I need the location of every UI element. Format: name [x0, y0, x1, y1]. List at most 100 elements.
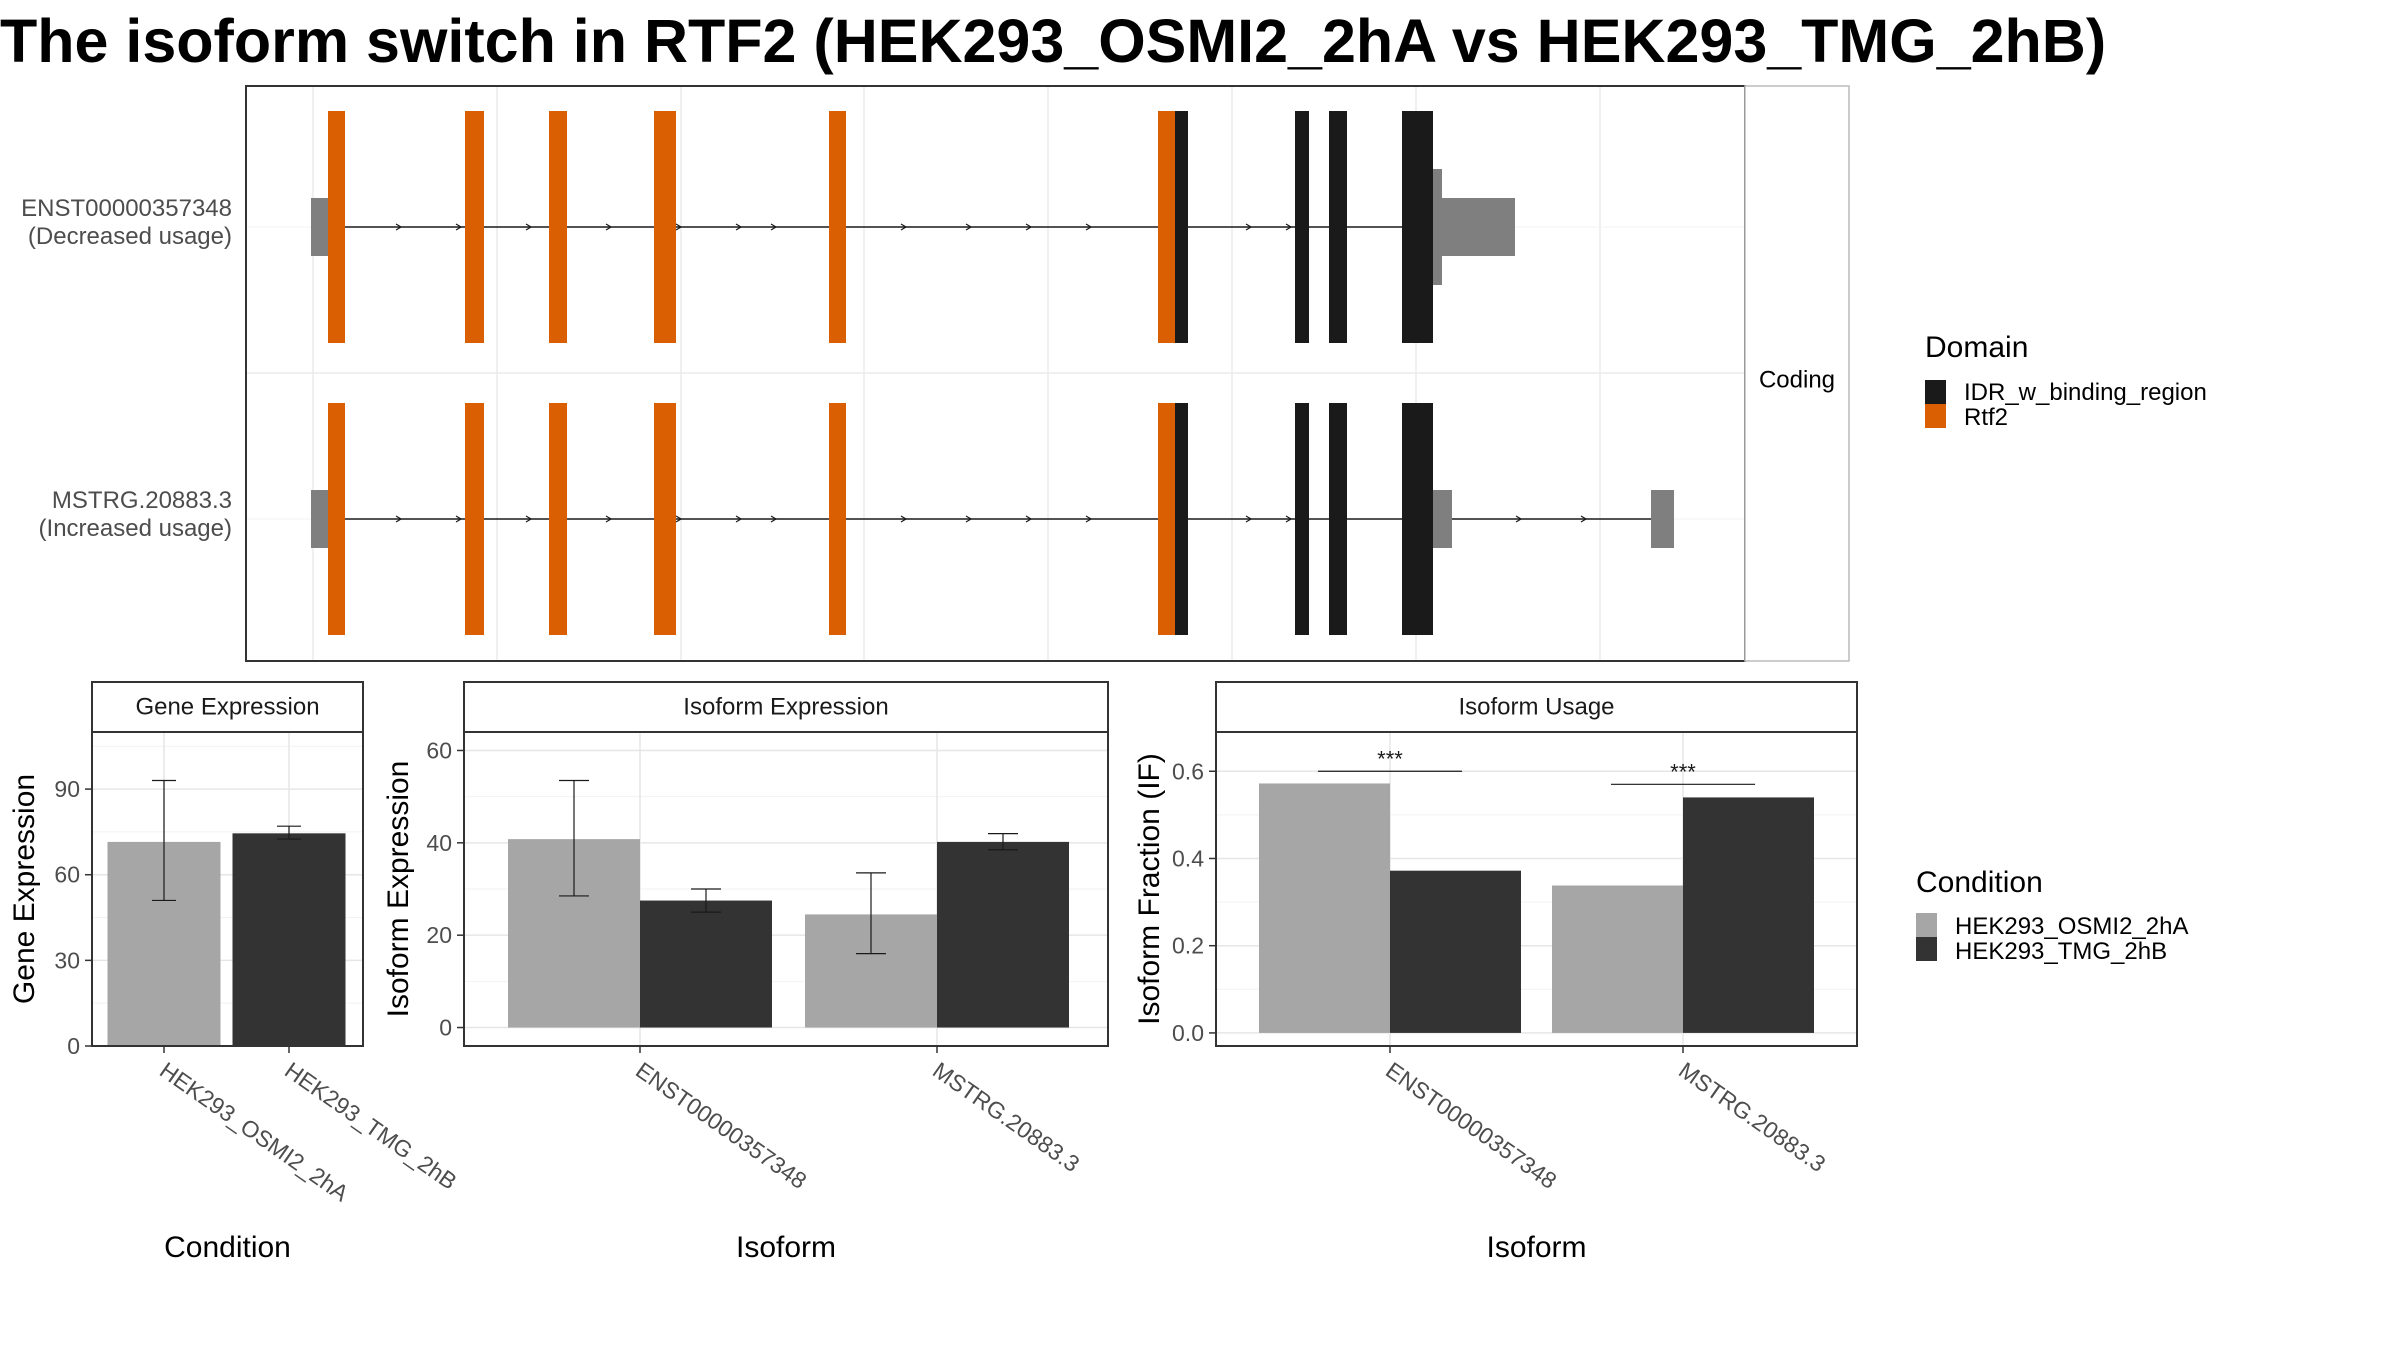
- y-tick-label: 20: [426, 922, 452, 948]
- exon-idr-domain: [1402, 403, 1433, 635]
- domain-legend: Domain IDR_w_binding_region Rtf2: [1925, 331, 2207, 431]
- exon-rtf2-domain: [829, 111, 846, 343]
- direction-arrow: [1515, 515, 1523, 523]
- direction-arrow: [455, 223, 463, 231]
- isoform-label-2-id: MSTRG.20883.3: [52, 487, 232, 514]
- direction-arrow: [1285, 515, 1293, 523]
- direction-arrow: [1580, 515, 1588, 523]
- y-tick-label: 60: [426, 737, 452, 763]
- direction-arrow: [395, 515, 403, 523]
- direction-arrow: [1245, 223, 1253, 231]
- legend-key-rtf2: [1925, 404, 1946, 428]
- x-category-label: ENST00000357348: [1381, 1057, 1561, 1194]
- direction-arrow: [1025, 515, 1033, 523]
- direction-arrow: [770, 515, 778, 523]
- y-tick-label: 60: [54, 862, 80, 888]
- transcript-1: [311, 111, 1515, 343]
- legend-label-idr: IDR_w_binding_region: [1964, 379, 2207, 406]
- direction-arrow: [1085, 223, 1093, 231]
- legend-key-osmi2: [1916, 913, 1937, 937]
- x-category-label: MSTRG.20883.3: [928, 1057, 1084, 1177]
- utr-exon: [311, 198, 329, 256]
- y-tick-label: 90: [54, 776, 80, 802]
- significance-label: ***: [1670, 759, 1696, 784]
- exon-idr-domain: [1329, 111, 1347, 343]
- facet-strip-title: Gene Expression: [135, 693, 319, 720]
- y-axis-title: Isoform Expression: [382, 761, 415, 1018]
- facet-strip-title: Isoform Usage: [1458, 693, 1614, 720]
- exon-rtf2-domain: [465, 403, 484, 635]
- condition-legend: Condition HEK293_OSMI2_2hA HEK293_TMG_2h…: [1916, 866, 2188, 965]
- utr-exon: [311, 490, 329, 548]
- direction-arrow: [1285, 223, 1293, 231]
- isoform-usage-chart: *** *** Isoform Usage 0.0 0.2 0.4 0.6 ENST00000…: [1133, 681, 1858, 1264]
- utr-exon: [1651, 490, 1674, 548]
- legend-key-idr: [1925, 380, 1946, 404]
- direction-arrow: [900, 223, 908, 231]
- exon-rtf2-domain: [654, 111, 676, 343]
- direction-arrow: [1085, 515, 1093, 523]
- y-tick-label: 0.2: [1172, 933, 1204, 959]
- y-axis-title: Gene Expression: [8, 774, 41, 1004]
- utr-exon: [1433, 169, 1442, 285]
- y-axis-title: Isoform Fraction (IF): [1133, 753, 1166, 1025]
- x-axis-title: Isoform: [1486, 1231, 1586, 1264]
- exon-idr-domain: [1295, 403, 1309, 635]
- direction-arrow: [675, 515, 683, 523]
- domain-legend-title: Domain: [1925, 331, 2028, 364]
- exon-idr-domain: [1175, 111, 1188, 343]
- condition-legend-title: Condition: [1916, 866, 2043, 899]
- direction-arrow: [735, 515, 743, 523]
- direction-arrow: [525, 223, 533, 231]
- transcript-2: [311, 403, 1674, 635]
- direction-arrow: [605, 515, 613, 523]
- legend-key-tmg: [1916, 937, 1937, 961]
- coding-strip-label: Coding: [1759, 366, 1835, 393]
- exon-rtf2-domain: [328, 111, 345, 343]
- direction-arrow: [675, 223, 683, 231]
- exon-idr-domain: [1402, 111, 1433, 343]
- exon-idr-domain: [1329, 403, 1347, 635]
- exon-rtf2-domain: [549, 403, 567, 635]
- isoform-structure-panel: Coding ENST00000357348 (Decreased usage)…: [21, 85, 1850, 662]
- x-axis-title: Condition: [164, 1231, 291, 1264]
- direction-arrow: [395, 223, 403, 231]
- exon-idr-domain: [1295, 111, 1309, 343]
- y-tick-label: 30: [54, 947, 80, 973]
- isoform-label-1-id: ENST00000357348: [21, 195, 232, 222]
- exon-rtf2-domain: [654, 403, 676, 635]
- y-tick-label: 40: [426, 830, 452, 856]
- facet-strip: [91, 681, 364, 733]
- utr-exon: [1442, 198, 1515, 256]
- y-tick-label: 0.6: [1172, 758, 1204, 784]
- bar-osmi2-1: [1259, 783, 1390, 1033]
- direction-arrow: [735, 223, 743, 231]
- exon-rtf2-domain: [1158, 403, 1175, 635]
- exon-rtf2-domain: [549, 111, 567, 343]
- bar-tmg-1: [640, 900, 772, 1028]
- bar-osmi2-2: [1552, 885, 1683, 1033]
- direction-arrow: [525, 515, 533, 523]
- facet-strip: [1215, 681, 1858, 733]
- isoform-label-1-usage: (Decreased usage): [28, 223, 232, 250]
- direction-arrow: [965, 515, 973, 523]
- direction-arrow: [770, 223, 778, 231]
- legend-label-tmg: HEK293_TMG_2hB: [1955, 938, 2167, 965]
- x-category-label: ENST00000357348: [631, 1057, 811, 1194]
- exon-rtf2-domain: [465, 111, 484, 343]
- bar-tmg-1: [1390, 870, 1521, 1033]
- coding-strip: [1744, 85, 1850, 662]
- x-category-label: MSTRG.20883.3: [1674, 1057, 1830, 1177]
- exon-idr-domain: [1175, 403, 1188, 635]
- utr-exon: [1433, 490, 1452, 548]
- y-tick-label: 0: [439, 1015, 452, 1041]
- direction-arrow: [605, 223, 613, 231]
- x-axis-title: Isoform: [736, 1231, 836, 1264]
- direction-arrow: [965, 223, 973, 231]
- y-tick-label: 0.0: [1172, 1020, 1204, 1046]
- page-title: The isoform switch in RTF2 (HEK293_OSMI2…: [0, 7, 2107, 75]
- y-tick-label: 0: [67, 1033, 80, 1059]
- y-tick-label: 0.4: [1172, 845, 1204, 871]
- exon-rtf2-domain: [829, 403, 846, 635]
